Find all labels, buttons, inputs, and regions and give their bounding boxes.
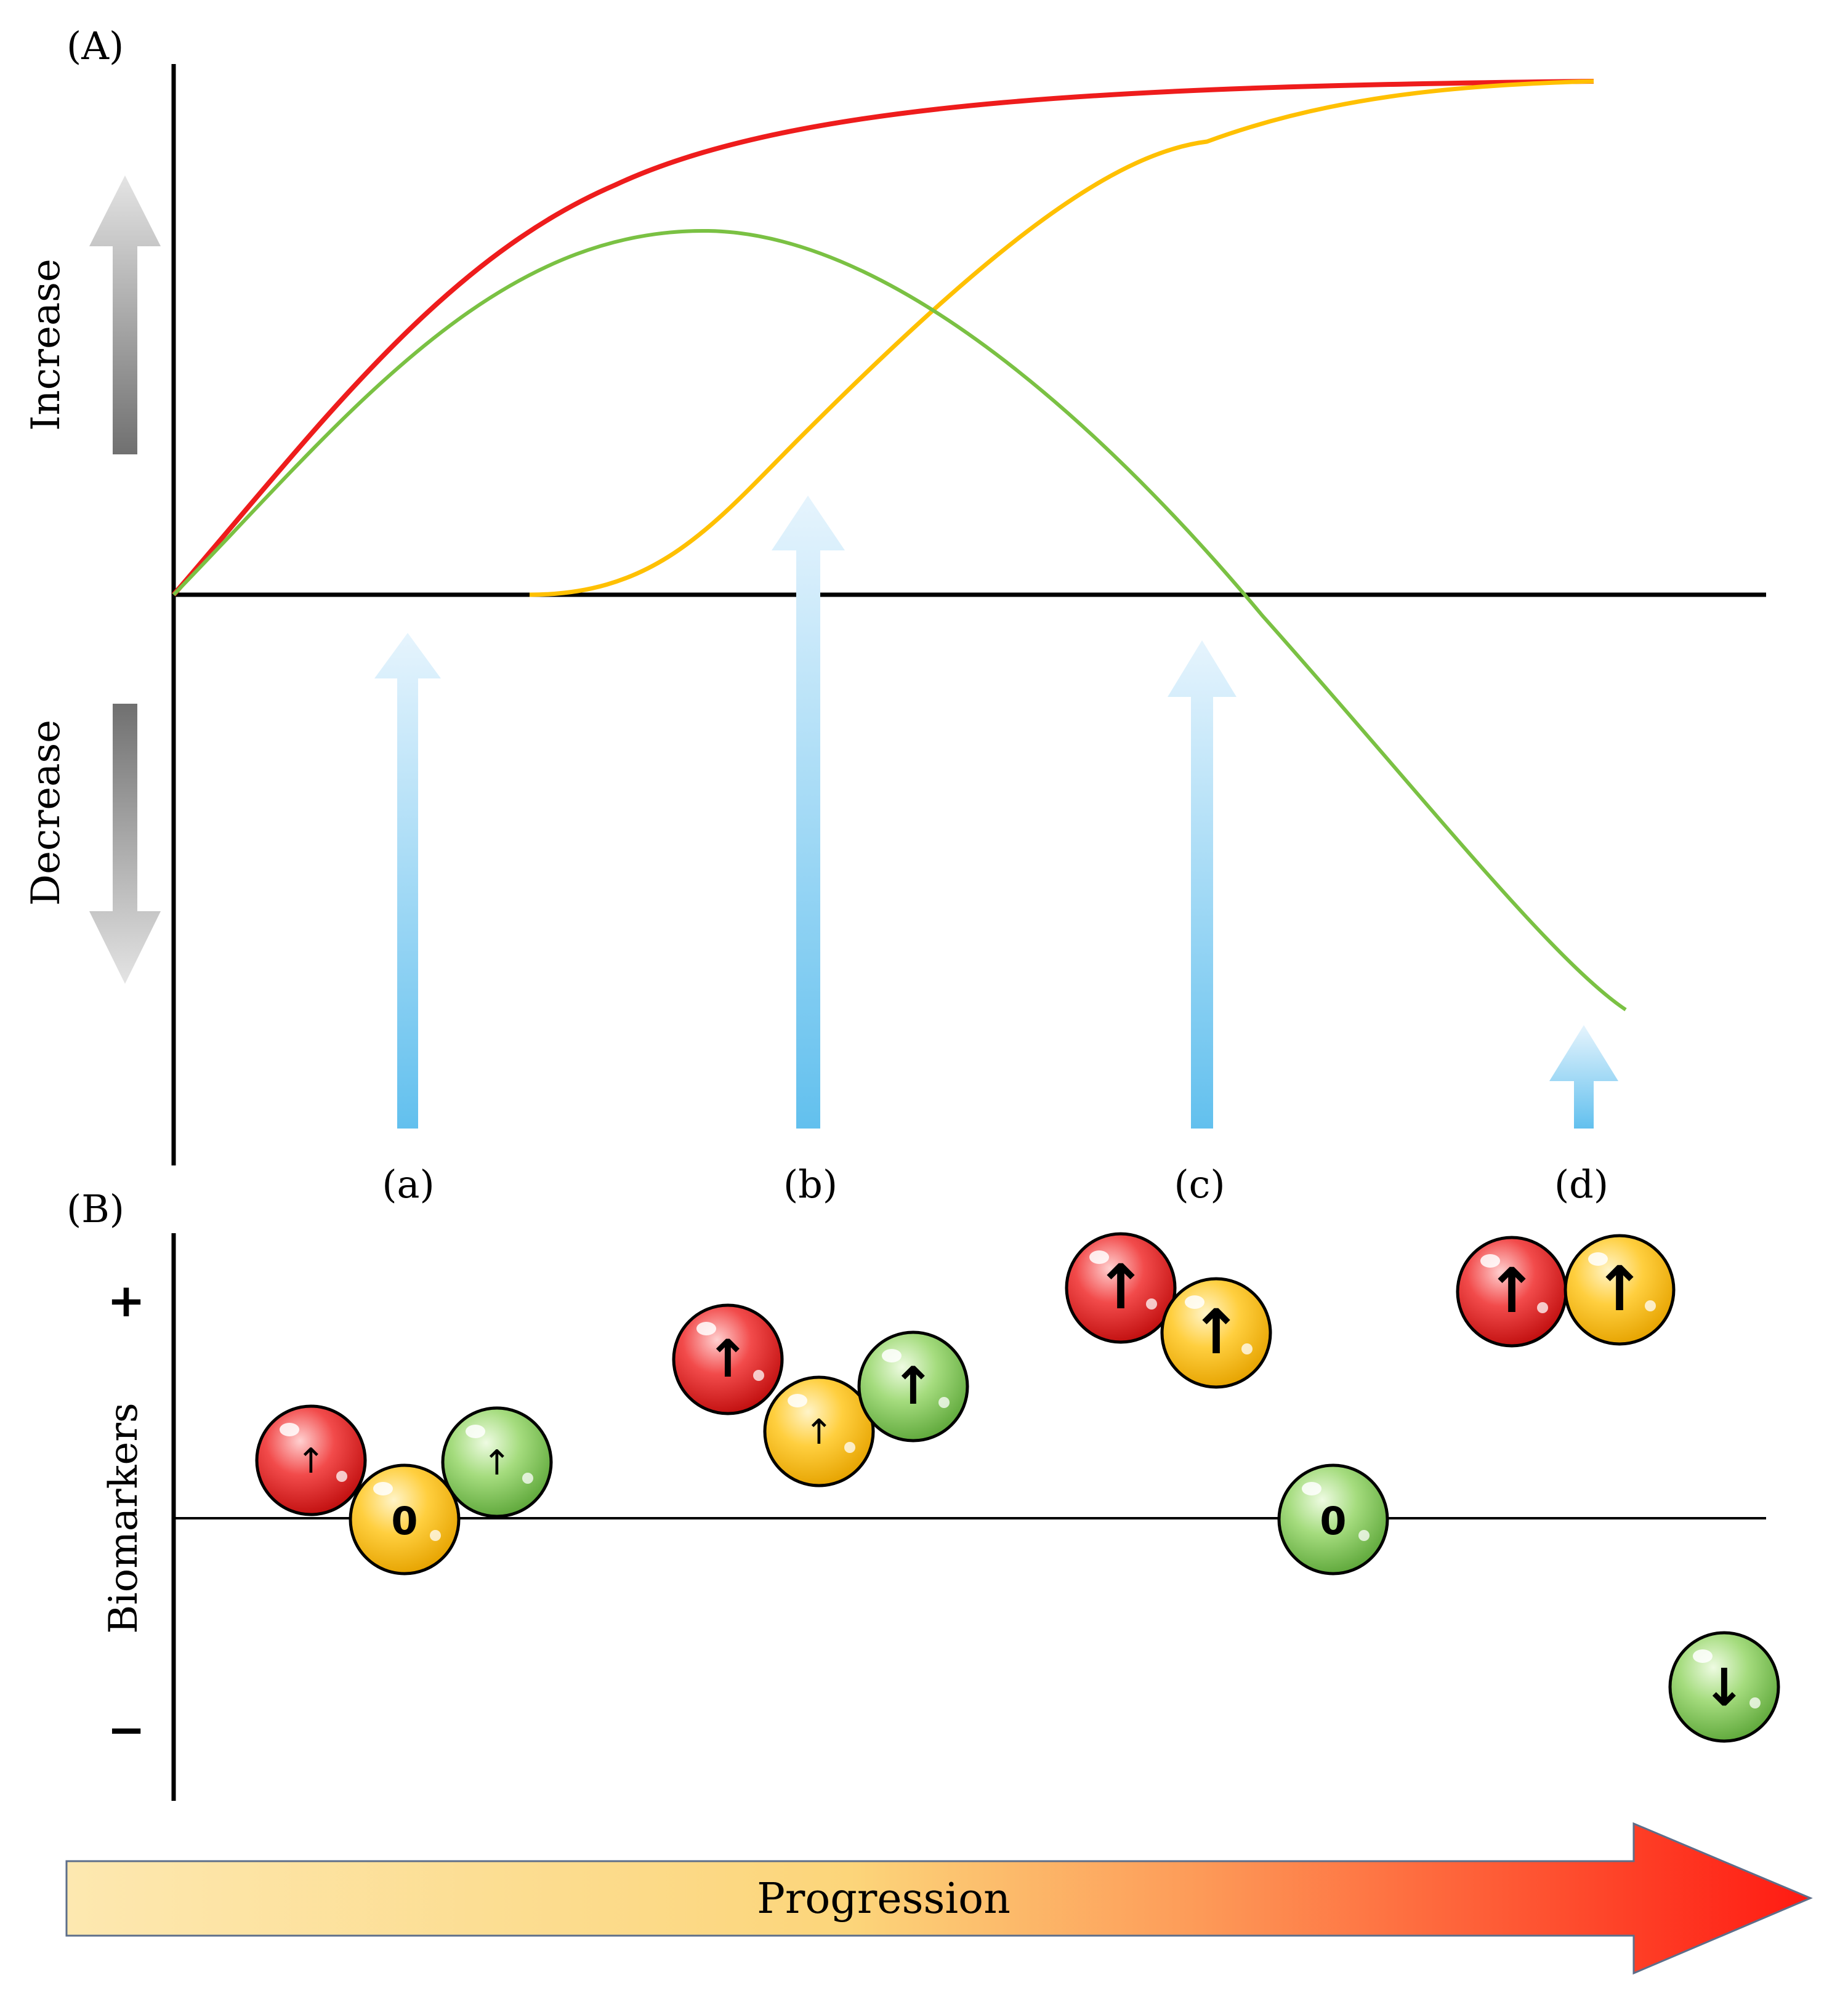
- red-curve: [171, 79, 1594, 597]
- plus-label: +: [107, 1274, 145, 1327]
- increase-label: Increase: [23, 259, 69, 431]
- ball-a-green-symbol: ↑: [483, 1443, 512, 1483]
- ball-a-yellow: 0: [349, 1463, 461, 1575]
- ball-b-yellow-symbol: ↑: [805, 1412, 834, 1452]
- progression-label: Progression: [757, 1875, 1011, 1923]
- stage-b-arrow-icon: [772, 496, 845, 1129]
- orange-curve: [529, 79, 1594, 597]
- ball-a-yellow-symbol: 0: [391, 1499, 418, 1543]
- ball-d-yellow: ↑: [1564, 1234, 1676, 1346]
- increase-arrow-icon: [89, 175, 161, 454]
- stage-a-arrow-icon: [374, 633, 441, 1129]
- stage-b-label: (b): [783, 1162, 837, 1207]
- ball-d-green: ↓: [1668, 1631, 1780, 1743]
- green-curve: [172, 228, 1627, 1012]
- progression-arrow-icon: [65, 1822, 1813, 1975]
- ball-b-red-symbol: ↑: [706, 1329, 749, 1389]
- ball-a-green: ↑: [441, 1406, 553, 1518]
- ball-d-red-symbol: ↑: [1486, 1255, 1538, 1327]
- ball-b-yellow: ↑: [763, 1375, 875, 1487]
- ball-b-green-symbol: ↑: [892, 1356, 935, 1416]
- ball-b-green: ↑: [857, 1330, 969, 1443]
- stage-a-label: (a): [382, 1162, 434, 1207]
- ball-c-yellow: ↑: [1160, 1277, 1272, 1389]
- stage-d-label: (d): [1554, 1162, 1608, 1207]
- stage-d-arrow-icon: [1549, 1025, 1618, 1129]
- ball-c-green-symbol: 0: [1320, 1499, 1346, 1543]
- ball-d-green-symbol: ↓: [1703, 1657, 1746, 1718]
- decrease-arrow-icon: [89, 704, 161, 984]
- decrease-label: Decrease: [23, 720, 69, 906]
- minus-label: −: [107, 1704, 145, 1756]
- ball-a-red-symbol: ↑: [297, 1441, 326, 1481]
- ball-c-red: ↑: [1065, 1232, 1177, 1344]
- ball-a-red: ↑: [255, 1404, 367, 1516]
- panel-a-label: (A): [67, 23, 124, 68]
- ball-c-yellow-symbol: ↑: [1190, 1296, 1242, 1368]
- ball-c-red-symbol: ↑: [1095, 1251, 1147, 1323]
- ball-d-red: ↑: [1456, 1236, 1568, 1348]
- ball-c-green: 0: [1277, 1463, 1389, 1575]
- ball-d-yellow-symbol: ↑: [1594, 1253, 1645, 1325]
- stage-c-arrow-icon: [1168, 640, 1237, 1129]
- panel-b-label: (B): [67, 1186, 124, 1231]
- stage-c-label: (c): [1174, 1162, 1225, 1207]
- biomarkers-label: Biomarkers: [101, 1402, 147, 1634]
- ball-b-red: ↑: [672, 1303, 784, 1415]
